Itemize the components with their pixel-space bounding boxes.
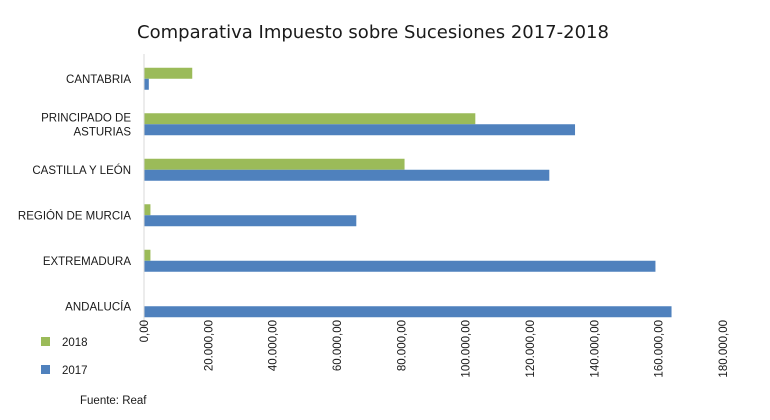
category-label-1: PRINCIPADO DE ASTURIAS [41,112,131,138]
bar-2018-1 [144,113,476,125]
bar-2017-2 [144,169,550,181]
bar-2017-5 [144,306,672,318]
bar-2018-2 [144,158,405,170]
category-label-5: ANDALUCÍA [65,300,131,313]
bar-2017-4 [144,260,656,272]
source-note: Fuente: Reaf [80,395,147,407]
x-tick-label-7: 140.000,00 [589,320,601,378]
x-tick-label-8: 160.000,00 [654,320,666,378]
bar-2018-3 [144,204,151,216]
bar-2018-0 [144,67,193,79]
category-label-2: CASTILLA Y LEÓN [32,164,131,177]
x-tick-label-2: 40.000,00 [268,320,280,371]
chart-title: Comparativa Impuesto sobre Sucesiones 20… [137,22,609,43]
bar-2017-3 [144,215,357,227]
legend-swatch-2017 [41,365,50,374]
legend-swatch-2018 [41,337,50,346]
x-tick-label-0: 0,00 [139,320,151,342]
x-tick-label-3: 60.000,00 [332,320,344,371]
bar-2017-0 [144,78,149,90]
legend-label-2017: 2017 [62,365,88,377]
bar-2017-1 [144,124,576,136]
x-tick-label-4: 80.000,00 [396,320,408,371]
x-tick-label-6: 120.000,00 [525,320,537,378]
bar-2018-4 [144,249,151,261]
category-label-0: CANTABRIA [66,74,131,86]
category-label-4: EXTREMADURA [43,256,132,268]
x-tick-label-1: 20.000,00 [203,320,215,371]
x-tick-label-9: 180.000,00 [718,320,730,378]
x-tick-label-5: 100.000,00 [461,320,473,378]
legend-label-2018: 2018 [62,337,88,349]
category-label-3: REGIÓN DE MURCIA [18,209,131,222]
